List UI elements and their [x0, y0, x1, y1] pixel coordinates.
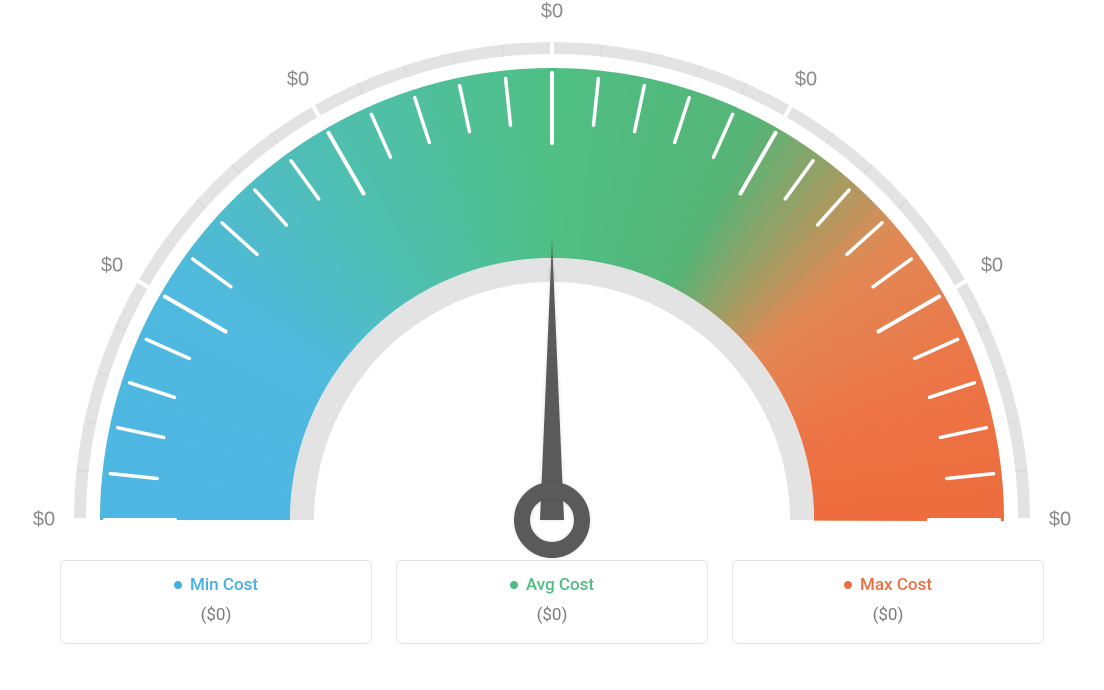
dot-icon — [510, 581, 518, 589]
gauge-svg: $0 $0 $0 $0 $0 $0 $0 — [0, 0, 1104, 560]
legend-card-avg: Avg Cost ($0) — [396, 560, 708, 644]
svg-text:$0: $0 — [287, 68, 309, 90]
dot-icon — [174, 581, 182, 589]
svg-text:$0: $0 — [33, 508, 55, 530]
svg-text:$0: $0 — [981, 254, 1003, 276]
legend-value-avg: ($0) — [397, 605, 707, 625]
legend-row: Min Cost ($0) Avg Cost ($0) Max Cost ($0… — [0, 560, 1104, 644]
cost-gauge-infographic: $0 $0 $0 $0 $0 $0 $0 Min Cost ($0) Avg Cost ($… — [0, 0, 1104, 690]
legend-label-min: Min Cost — [61, 575, 371, 595]
svg-text:$0: $0 — [541, 0, 563, 22]
legend-label-avg: Avg Cost — [397, 575, 707, 595]
svg-text:$0: $0 — [1049, 508, 1071, 530]
legend-text: Avg Cost — [526, 575, 594, 595]
legend-card-max: Max Cost ($0) — [732, 560, 1044, 644]
svg-text:$0: $0 — [101, 254, 123, 276]
legend-text: Max Cost — [860, 575, 932, 595]
dot-icon — [844, 581, 852, 589]
gauge-area: $0 $0 $0 $0 $0 $0 $0 — [0, 0, 1104, 560]
legend-value-min: ($0) — [61, 605, 371, 625]
legend-card-min: Min Cost ($0) — [60, 560, 372, 644]
legend-value-max: ($0) — [733, 605, 1043, 625]
legend-label-max: Max Cost — [733, 575, 1043, 595]
legend-text: Min Cost — [190, 575, 258, 595]
svg-text:$0: $0 — [795, 68, 817, 90]
